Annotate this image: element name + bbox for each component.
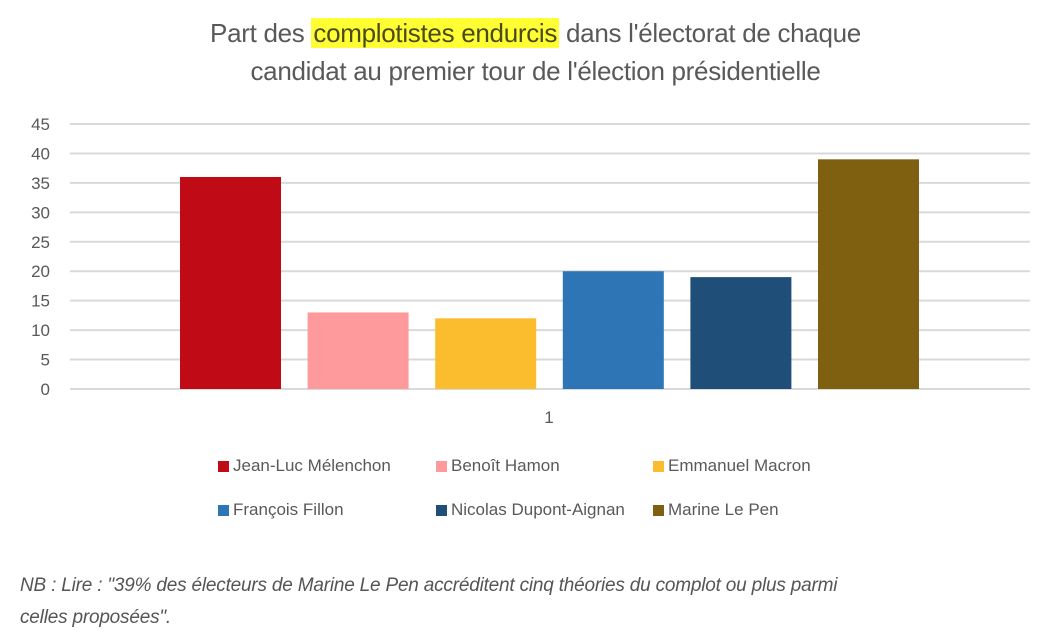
bar-emmanuel-macron <box>435 318 537 389</box>
legend-swatch <box>653 504 664 516</box>
legend-label: Marine Le Pen <box>668 500 779 519</box>
footnote-line-2: celles proposées". <box>20 607 172 628</box>
y-tick-label: 35 <box>31 174 50 193</box>
y-tick-label: 10 <box>31 321 50 340</box>
legend-label: Emmanuel Macron <box>668 456 811 475</box>
footnote: NB : Lire : "39% des électeurs de Marine… <box>20 570 1050 634</box>
bar-benoit-hamon <box>307 312 409 389</box>
title-part-before: Part des <box>210 18 312 48</box>
y-tick-label: 20 <box>31 262 50 281</box>
bar-jean-luc-melenchon <box>180 177 281 389</box>
y-tick-label: 40 <box>31 144 50 163</box>
y-tick-label: 15 <box>31 292 50 311</box>
legend-swatch <box>218 504 229 516</box>
title-highlight: complotistes endurcis <box>311 18 560 48</box>
legend-swatch <box>218 460 229 472</box>
legend-swatch <box>436 504 447 516</box>
y-tick-label: 30 <box>31 203 50 222</box>
title-part-after: dans l'électorat de chaque <box>559 18 861 48</box>
x-axis: 1 <box>544 408 553 427</box>
bar-marine-le-pen <box>818 159 919 389</box>
title-line-2: candidat au premier tour de l'élection p… <box>250 56 821 86</box>
legend-label: Nicolas Dupont-Aignan <box>451 500 625 519</box>
legend-label: Benoît Hamon <box>451 456 560 475</box>
legend-item: François Fillon <box>218 500 344 520</box>
legend-swatch <box>653 460 664 472</box>
bar-chart: 0 5 10 15 20 25 30 35 40 45 1 <box>31 115 1030 427</box>
chart-title: Part des complotistes endurcis dans l'él… <box>0 14 1051 90</box>
bar-nicolas-dupont-aignan <box>690 277 792 389</box>
legend-label: Jean-Luc Mélenchon <box>233 456 391 475</box>
y-tick-label: 5 <box>41 351 50 370</box>
legend-swatch <box>436 460 447 472</box>
y-tick-label: 45 <box>31 115 50 134</box>
footnote-line-1: NB : Lire : "39% des électeurs de Marine… <box>20 575 838 596</box>
legend-label: François Fillon <box>233 500 344 519</box>
y-tick-label: 0 <box>41 380 50 399</box>
y-tick-label: 25 <box>31 233 50 252</box>
y-axis: 0 5 10 15 20 25 30 35 40 45 <box>31 115 50 399</box>
bars <box>180 159 919 389</box>
x-tick-label: 1 <box>544 408 553 427</box>
legend-item: Nicolas Dupont-Aignan <box>436 500 625 520</box>
legend-item: Benoît Hamon <box>436 456 560 476</box>
title-line-1: Part des complotistes endurcis dans l'él… <box>0 14 1051 52</box>
legend-item: Jean-Luc Mélenchon <box>218 456 391 476</box>
bar-francois-fillon <box>562 271 664 389</box>
legend-item: Emmanuel Macron <box>653 456 811 476</box>
legend-item: Marine Le Pen <box>653 500 779 520</box>
